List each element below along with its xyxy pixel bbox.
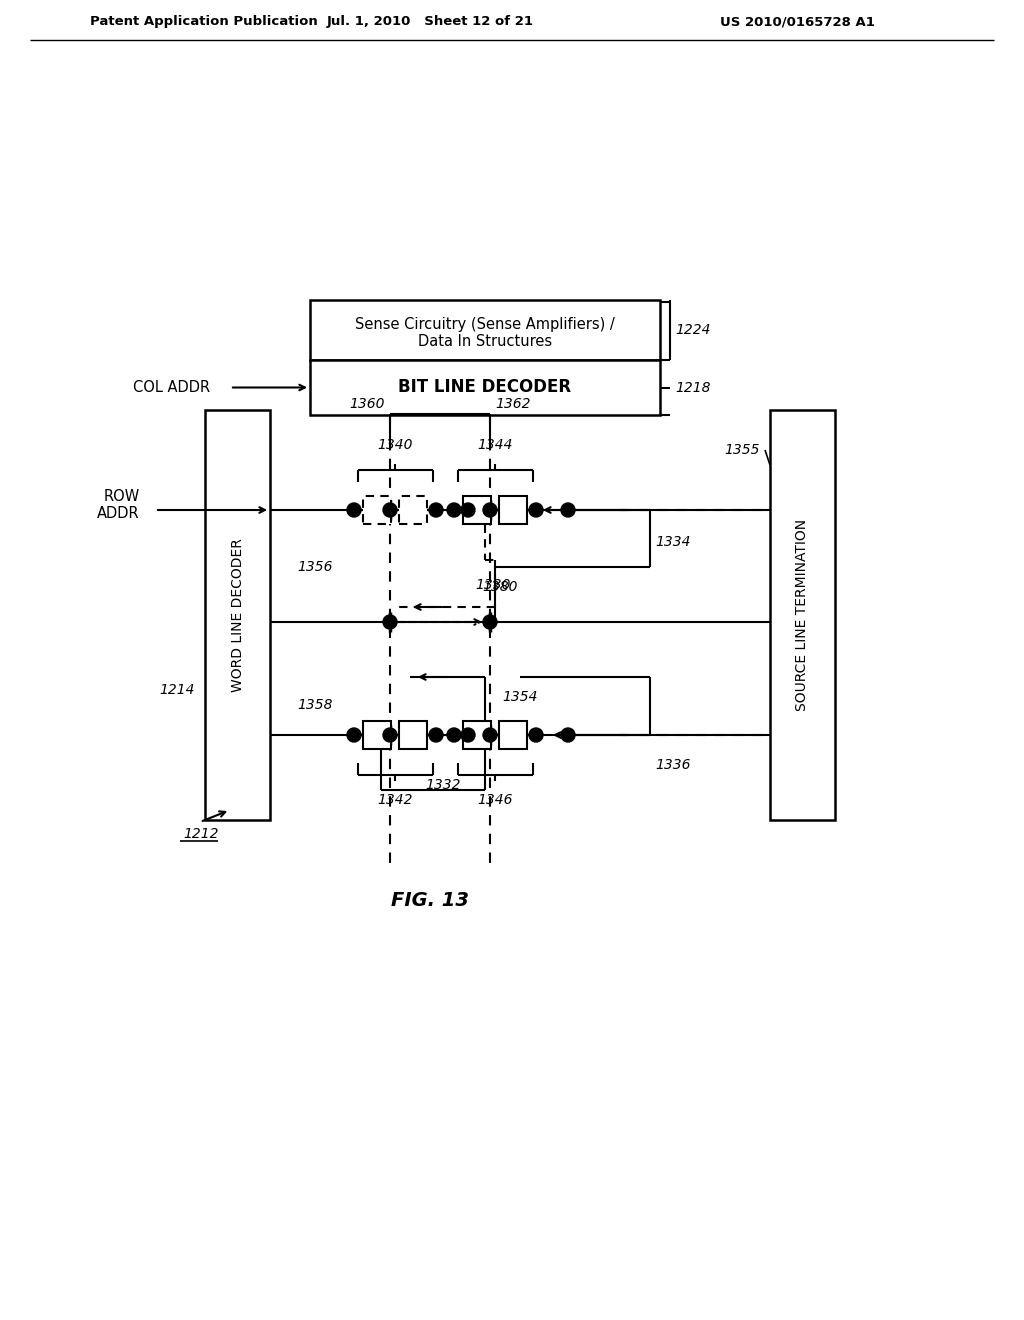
Circle shape [529,503,543,517]
Text: 1214: 1214 [160,682,195,697]
Circle shape [383,503,397,517]
Bar [463,721,490,748]
Circle shape [461,729,475,742]
Text: COL ADDR: COL ADDR [133,380,210,395]
Text: 1340: 1340 [377,438,413,451]
Bar [399,721,427,748]
Text: 1342: 1342 [377,793,413,807]
Bar [499,496,527,524]
Text: Sense Circuitry (Sense Amplifiers) /: Sense Circuitry (Sense Amplifiers) / [355,317,614,331]
Circle shape [561,503,575,517]
Text: 1330: 1330 [475,578,511,591]
Text: 1212: 1212 [183,828,218,841]
Text: FIG. 13: FIG. 13 [391,891,469,909]
Circle shape [483,615,497,630]
Text: 1362: 1362 [495,397,530,411]
Text: 1355: 1355 [725,444,760,457]
Bar [499,721,527,748]
Text: 1356: 1356 [297,560,333,574]
Circle shape [447,729,461,742]
Bar [463,496,490,524]
Circle shape [383,729,397,742]
Circle shape [347,729,361,742]
Text: 1332: 1332 [425,777,461,792]
Text: Data In Structures: Data In Structures [418,334,552,350]
Circle shape [429,729,443,742]
Text: 1380: 1380 [482,579,517,594]
Circle shape [561,729,575,742]
Bar [362,496,391,524]
Text: ROW
ADDR: ROW ADDR [97,488,140,521]
Text: US 2010/0165728 A1: US 2010/0165728 A1 [720,16,874,29]
Circle shape [429,503,443,517]
Text: 1344: 1344 [477,438,513,451]
Circle shape [483,503,497,517]
Circle shape [383,615,397,630]
Text: SOURCE LINE TERMINATION: SOURCE LINE TERMINATION [796,519,810,711]
Text: 1358: 1358 [297,698,333,711]
Text: 1360: 1360 [349,397,385,411]
Text: 1334: 1334 [655,535,690,549]
Text: Jul. 1, 2010   Sheet 12 of 21: Jul. 1, 2010 Sheet 12 of 21 [327,16,534,29]
Bar [399,496,427,524]
Text: 1218: 1218 [675,380,711,395]
Bar [362,721,391,748]
Text: 1346: 1346 [477,793,513,807]
Circle shape [483,729,497,742]
Circle shape [347,503,361,517]
Text: BIT LINE DECODER: BIT LINE DECODER [398,379,571,396]
Text: 1336: 1336 [655,758,690,772]
Text: WORD LINE DECODER: WORD LINE DECODER [230,539,245,692]
Text: 1354: 1354 [502,690,538,704]
Bar [310,300,660,360]
Circle shape [447,503,461,517]
Text: Patent Application Publication: Patent Application Publication [90,16,317,29]
Text: 1224: 1224 [675,323,711,337]
Circle shape [529,729,543,742]
Bar [205,411,270,820]
Bar [310,360,660,414]
Circle shape [461,503,475,517]
Bar [770,411,835,820]
